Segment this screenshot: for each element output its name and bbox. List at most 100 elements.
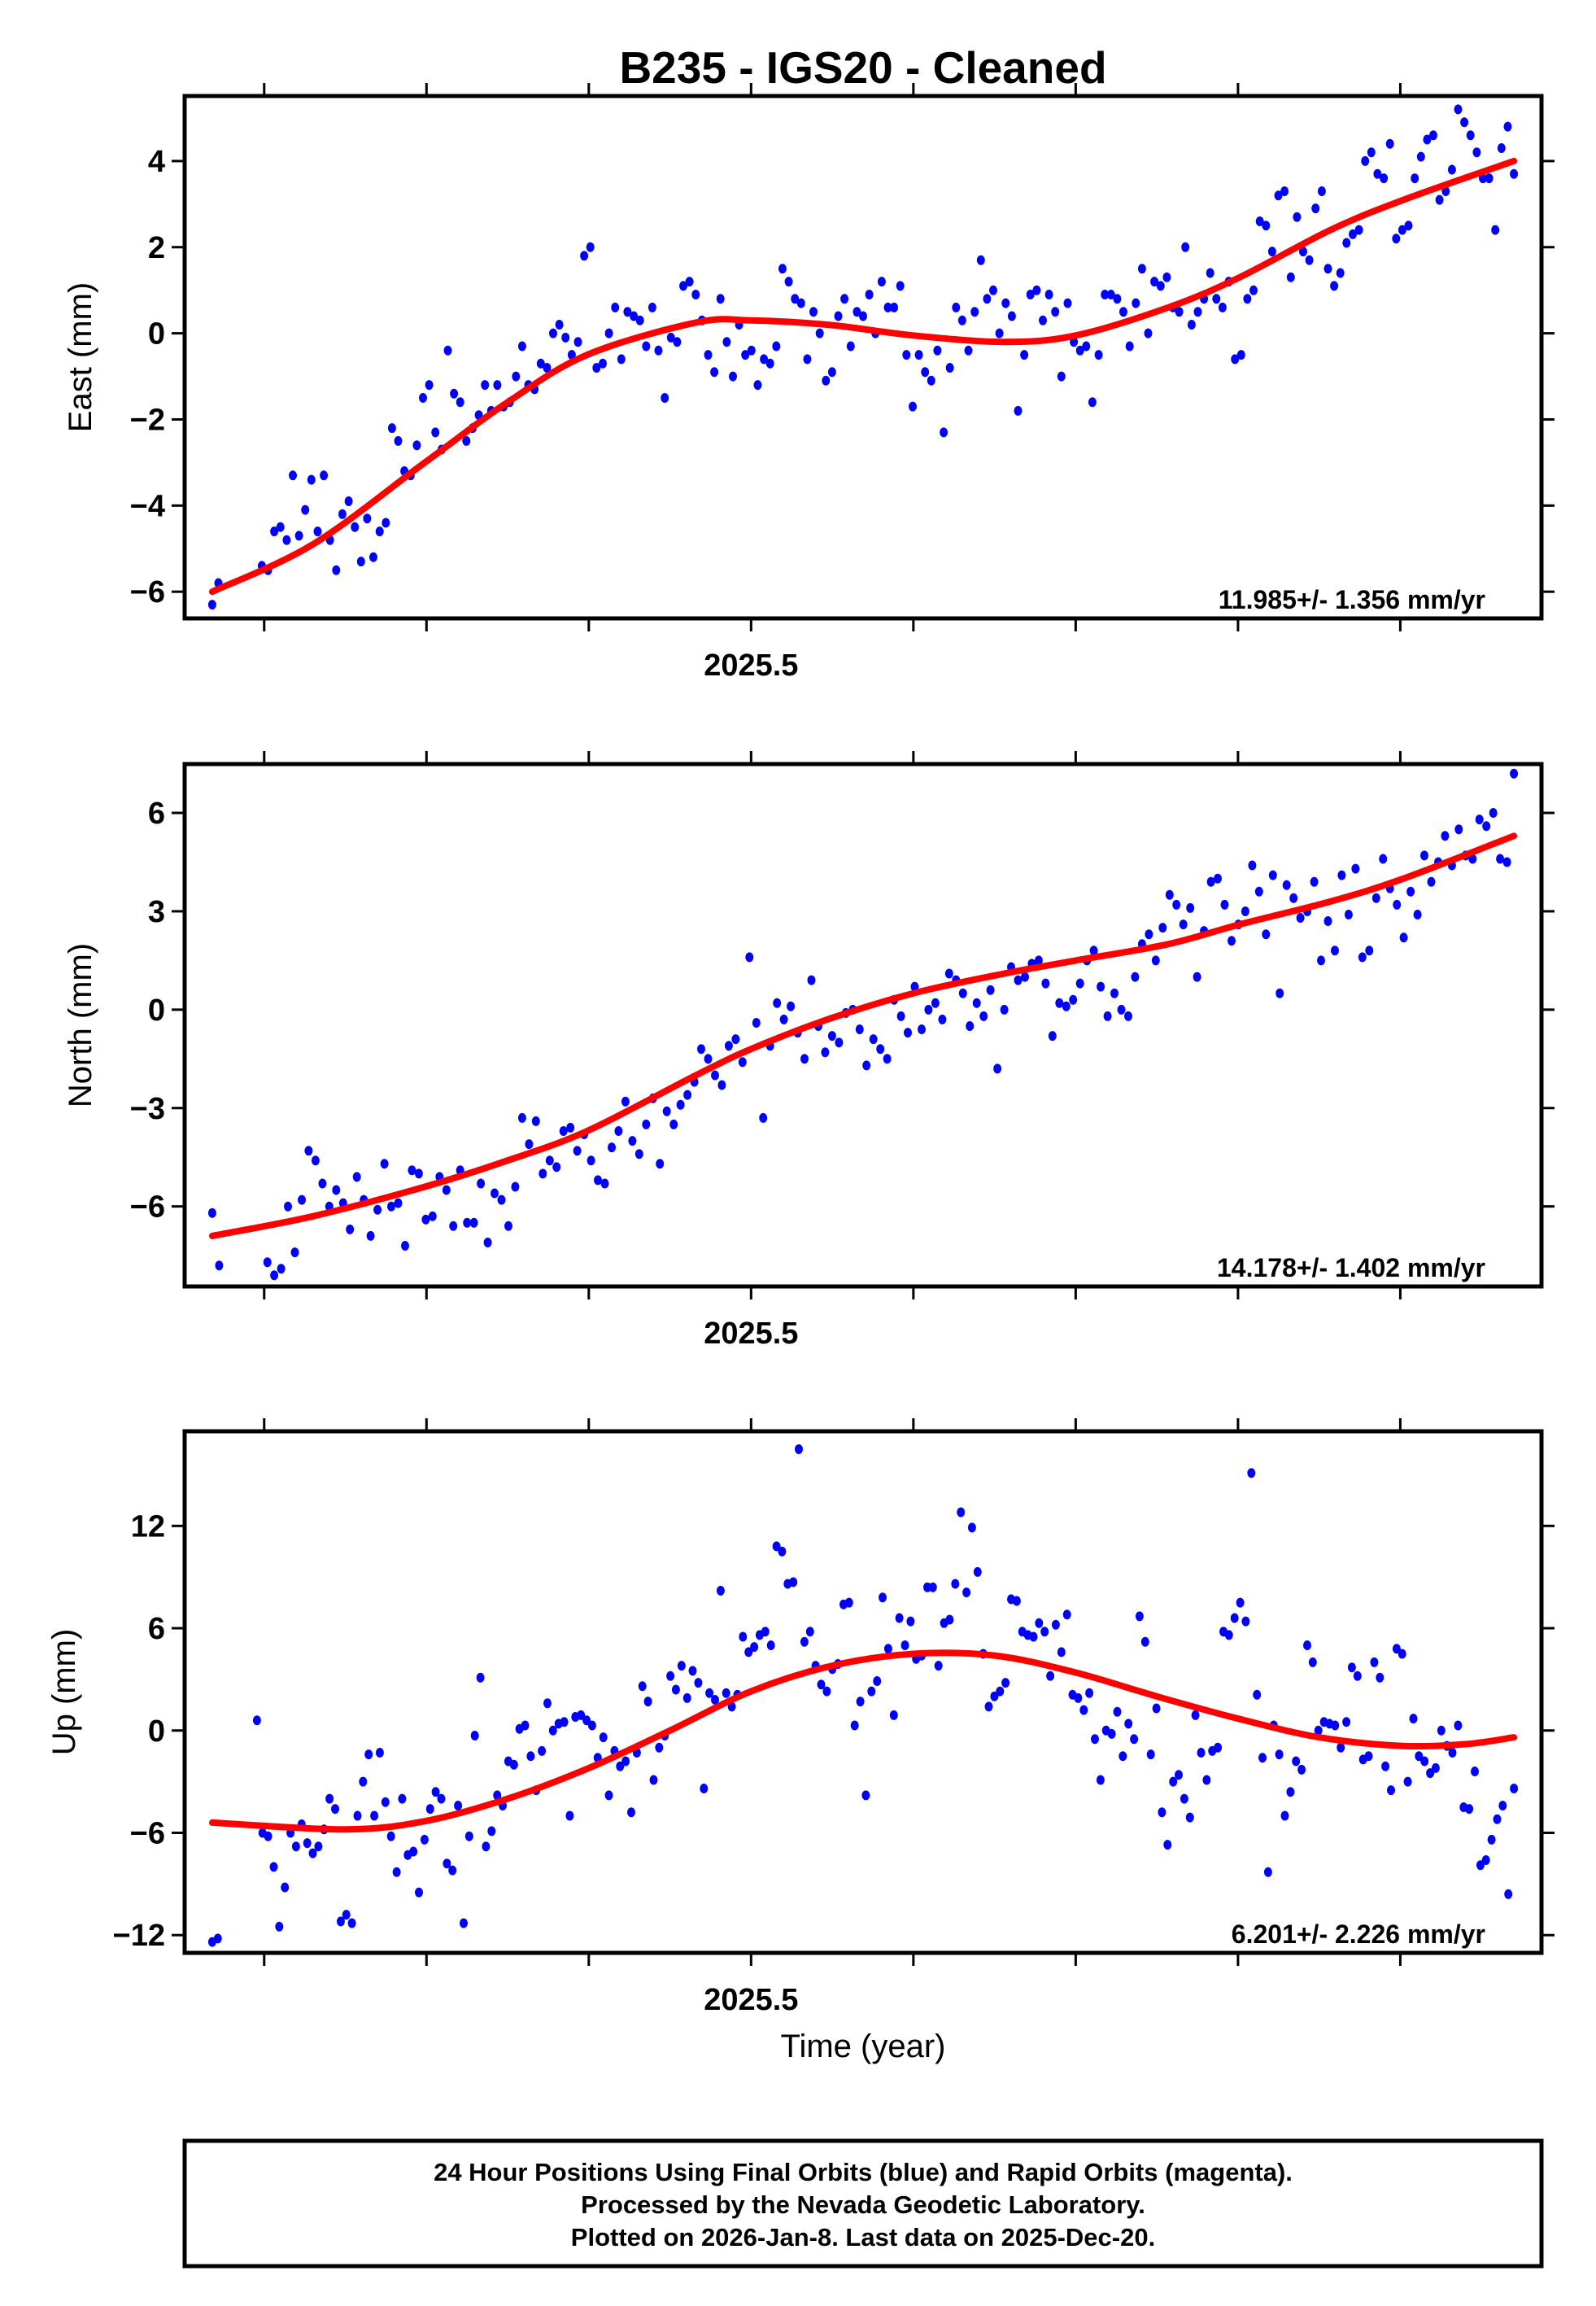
data-point <box>729 371 737 382</box>
data-point <box>1113 1706 1122 1717</box>
data-point <box>809 307 818 317</box>
data-point <box>716 294 725 304</box>
data-point <box>1117 1004 1126 1015</box>
x-tick-label: 2025.5 <box>704 1983 798 2017</box>
data-point <box>731 1034 740 1045</box>
data-point <box>1075 978 1084 989</box>
data-point <box>314 1841 323 1852</box>
data-point <box>428 1211 437 1221</box>
data-point <box>425 1804 434 1815</box>
data-point <box>366 1230 375 1241</box>
data-point <box>700 1784 709 1793</box>
data-point <box>363 513 372 524</box>
panel-east: 2025.5 −6 −4 −2 0 2 4 East (mm) 11.985+/- 1.356 … <box>63 83 1555 683</box>
data-point <box>1187 320 1196 330</box>
data-point <box>765 358 774 369</box>
data-point <box>509 1759 518 1770</box>
data-point <box>1411 173 1419 184</box>
fit-curve <box>208 157 1518 596</box>
data-point <box>1381 1761 1390 1771</box>
data-point <box>1247 1468 1256 1478</box>
data-point <box>1249 285 1258 295</box>
data-point <box>1415 1751 1424 1762</box>
data-point <box>750 1642 759 1653</box>
data-point <box>850 1720 859 1731</box>
data-point <box>599 358 607 369</box>
data-point <box>1075 345 1084 356</box>
data-point <box>437 1793 446 1804</box>
y-tick-label: −6 <box>130 575 165 609</box>
data-point <box>1496 854 1505 864</box>
data-point <box>332 1185 341 1195</box>
data-point <box>442 1185 451 1195</box>
data-point <box>800 1054 809 1064</box>
data-point <box>1323 916 1332 926</box>
data-point <box>921 367 930 378</box>
data-point <box>934 1661 943 1671</box>
data-point <box>815 328 824 338</box>
data-point <box>705 1688 714 1698</box>
data-point <box>883 302 892 312</box>
data-point <box>623 307 632 317</box>
data-point <box>1471 1767 1479 1776</box>
data-point <box>710 367 719 378</box>
data-point <box>1169 1776 1178 1787</box>
data-point <box>1399 932 1408 943</box>
data-point <box>1163 1840 1172 1850</box>
y-tick-label: 2 <box>148 231 165 265</box>
data-point <box>463 1217 472 1228</box>
data-point <box>1193 307 1202 317</box>
data-point <box>796 298 805 308</box>
data-point <box>470 1731 479 1740</box>
data-point <box>1140 1636 1149 1647</box>
data-point <box>298 1194 306 1205</box>
data-point <box>883 1054 892 1064</box>
data-point <box>800 1636 809 1647</box>
data-point <box>745 952 754 963</box>
data-point <box>1331 1720 1340 1731</box>
data-point <box>380 1159 389 1169</box>
data-point <box>1069 994 1078 1005</box>
data-point <box>1150 277 1159 287</box>
y-tick-label: −3 <box>130 1092 165 1126</box>
data-point <box>697 1044 705 1055</box>
data-point <box>654 345 663 356</box>
data-point <box>638 1681 647 1692</box>
data-point <box>469 1217 478 1228</box>
data-point <box>1336 268 1345 278</box>
data-point <box>1048 1031 1057 1042</box>
data-point <box>1476 1860 1485 1871</box>
data-point <box>1035 1618 1044 1628</box>
data-point <box>1344 910 1353 919</box>
data-point <box>1351 863 1360 874</box>
y-tick-label: 12 <box>131 1509 165 1544</box>
data-point <box>599 1732 608 1743</box>
data-point <box>957 1507 966 1518</box>
data-point <box>666 1671 675 1681</box>
data-point <box>263 1257 272 1268</box>
data-point <box>924 1004 933 1015</box>
data-point <box>1186 902 1195 913</box>
data-point <box>1392 234 1401 244</box>
data-point <box>1103 1011 1112 1021</box>
y-axis-label: East (mm) <box>63 282 98 432</box>
data-point <box>560 1717 569 1727</box>
data-point <box>669 1119 678 1129</box>
data-point <box>543 363 552 373</box>
data-point <box>1156 281 1165 291</box>
data-point <box>1193 972 1201 982</box>
data-point <box>386 1831 395 1841</box>
data-point <box>1365 946 1374 956</box>
data-point <box>787 1001 796 1011</box>
data-point <box>491 1188 499 1199</box>
data-point <box>996 1686 1005 1697</box>
data-point <box>1308 1657 1317 1667</box>
data-point <box>1311 203 1320 214</box>
data-point <box>902 350 911 360</box>
data-point <box>270 1270 279 1281</box>
data-point <box>938 1014 947 1024</box>
data-point <box>497 1194 506 1205</box>
data-point <box>927 375 935 386</box>
data-point <box>691 290 700 299</box>
data-point <box>1475 815 1484 825</box>
